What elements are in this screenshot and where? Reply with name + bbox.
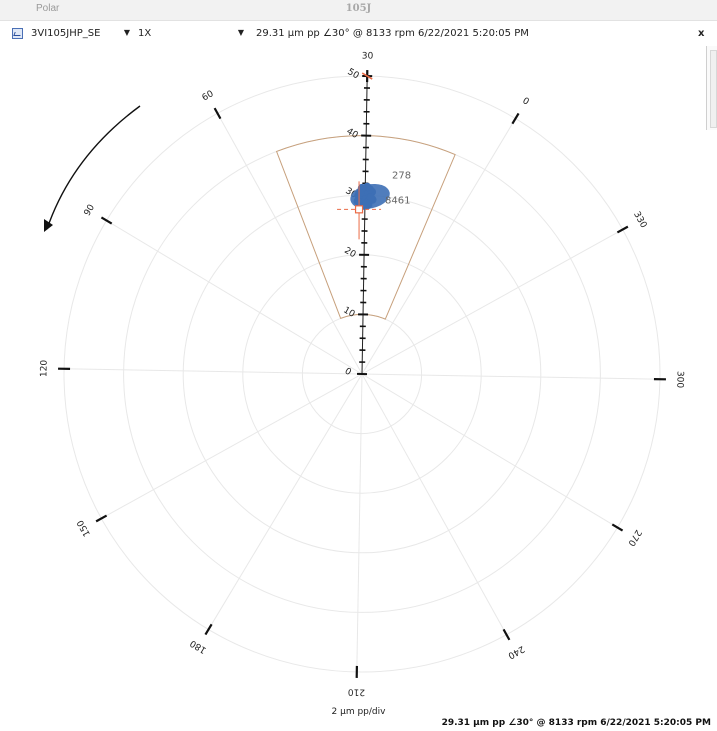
angle-tick — [502, 628, 511, 641]
grid-spoke — [361, 373, 660, 380]
current-point-cursor — [337, 72, 382, 240]
radial-tick-label: 20 — [342, 246, 357, 261]
grid-spoke — [361, 229, 623, 375]
grid-ring — [63, 75, 661, 673]
order-select-value: 1X — [138, 28, 152, 39]
grid-spoke — [106, 220, 363, 375]
grid-spoke — [361, 373, 507, 635]
close-button[interactable]: x — [698, 28, 705, 39]
angle-tick-label: 330 — [631, 210, 648, 230]
grid-spoke — [361, 373, 618, 528]
angle-tick-label: 240 — [506, 643, 526, 660]
data-point — [353, 197, 362, 206]
angle-tick — [204, 623, 213, 636]
angle-tick — [616, 225, 629, 234]
footer-summary: 29.31 µm pp ∠30° @ 8133 rpm 6/22/2021 5:… — [441, 718, 711, 728]
angle-tick-label: 120 — [39, 360, 49, 378]
trend-chart-icon[interactable] — [12, 28, 23, 39]
grid-spoke — [356, 373, 363, 672]
machine-tag: 105J — [345, 3, 372, 14]
angle-tick — [213, 107, 222, 120]
plot-toolbar: 3VI105JHP_SE ▼ 1X ▼ 29.31 µm pp ∠30° @ 8… — [0, 26, 717, 44]
angle-tick-label: 30 — [362, 51, 374, 61]
angle-tick — [611, 523, 624, 532]
grid-spoke — [101, 373, 363, 519]
grid-spoke — [208, 373, 363, 630]
angle-tick — [95, 514, 108, 523]
order-select[interactable]: 1X ▼ — [136, 27, 246, 41]
angle-tick-label: 150 — [76, 518, 93, 538]
rotation-arrow-icon — [46, 105, 141, 230]
rotation-arrow-head — [44, 219, 53, 232]
data-point — [362, 199, 371, 208]
angle-tick-label: 180 — [188, 637, 208, 655]
window-titlebar: Polar 105J — [0, 0, 717, 21]
cursor-marker — [354, 205, 364, 214]
angle-tick-label: 300 — [674, 371, 684, 389]
data-point — [366, 193, 376, 203]
cluster-annotation: 8461 — [385, 195, 410, 206]
data-cluster: 278 8461 — [350, 170, 411, 211]
radial-axis-line — [361, 76, 368, 375]
chevron-down-icon[interactable]: ▼ — [123, 28, 130, 37]
angle-tick-label: 60 — [201, 89, 216, 103]
cursor-rim-marker — [361, 72, 373, 80]
data-point — [355, 188, 365, 198]
window-title: Polar — [36, 3, 60, 14]
radial-tick-label: 0 — [343, 366, 353, 378]
angle-tick-label: 210 — [348, 686, 366, 696]
angle-tick-label: 270 — [625, 528, 643, 548]
cluster-annotation: 278 — [392, 170, 411, 181]
toolbar-summary: 29.31 µm pp ∠30° @ 8133 rpm 6/22/2021 5:… — [256, 28, 529, 39]
radial-scale-label: 2 µm pp/div — [331, 707, 386, 717]
point-select-value: 3VI105JHP_SE — [31, 28, 101, 39]
angle-tick — [511, 112, 520, 125]
grid-spoke — [361, 118, 516, 375]
angle-tick-label: 0 — [520, 96, 530, 108]
radial-tick-label: 50 — [346, 67, 361, 82]
grid-spoke — [217, 113, 363, 375]
chevron-down-icon[interactable]: ▼ — [237, 28, 244, 37]
angle-tick-label: 90 — [83, 203, 98, 218]
grid-spoke — [64, 368, 363, 375]
angle-tick — [100, 216, 113, 225]
point-select[interactable]: 3VI105JHP_SE ▼ — [29, 27, 132, 41]
radial-tick-label: 40 — [344, 127, 359, 142]
